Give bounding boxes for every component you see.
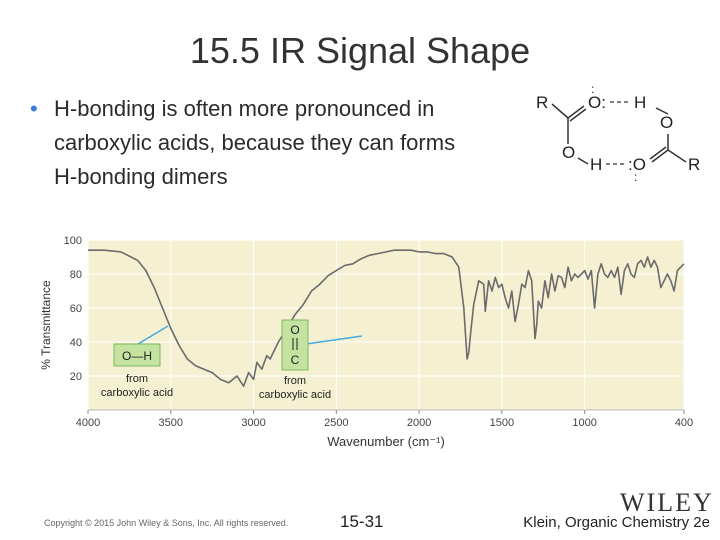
x-tick-label: 4000: [76, 417, 100, 429]
y-axis-label: % Transmittance: [39, 280, 53, 370]
dimer-atom-r1: R: [536, 93, 548, 112]
x-tick-label: 400: [675, 417, 693, 429]
ir-spectrum-chart: 20 40 60 80 100 4000 3500 3000 2500 2000 1500 1000 4…: [30, 232, 700, 462]
dimer-bond: [667, 149, 687, 163]
dimer-bond: [551, 103, 569, 119]
bullet-point: • H-bonding is often more pronounced in …: [30, 92, 530, 194]
dimer-bond: [569, 108, 587, 122]
slide-title: 15.5 IR Signal Shape: [189, 30, 531, 71]
annotation-label: C: [291, 353, 300, 367]
dimer-atom-o3: O: [562, 143, 575, 162]
x-axis-label: Wavenumber (cm⁻¹): [327, 434, 445, 449]
ir-chart-layer: 20 40 60 80 100 4000 3500 3000 2500 2000 1500 1000 4…: [39, 235, 693, 449]
slide-number: 15-31: [340, 512, 384, 531]
dimer-atom-o4: :O: [628, 155, 646, 174]
dimer-atom-h2: H: [590, 155, 602, 174]
series-line-0: [88, 249, 685, 387]
annotation-label: O: [290, 323, 299, 337]
annotation-label: carboxylic acid: [101, 387, 173, 399]
copyright-text: Copyright © 2015 John Wiley & Sons, Inc.…: [44, 518, 289, 528]
dimer-bond: [567, 105, 585, 119]
x-tick-label: 2500: [324, 417, 348, 429]
dimer-lone-pair-2: :: [634, 170, 637, 182]
bullet-line-3: H-bonding dimers: [54, 164, 228, 189]
annotation-label: carboxylic acid: [259, 389, 331, 401]
annotation-box: [113, 343, 161, 367]
y-tick-label: 20: [70, 371, 82, 383]
dimer-atom-o1: O:: [588, 93, 606, 112]
x-tick-label: 1000: [572, 417, 596, 429]
y-tick-label: 40: [70, 337, 82, 349]
dimer-lone-pair-1: :: [591, 82, 594, 96]
y-tick-label: 80: [70, 269, 82, 281]
x-tick-label: 1500: [490, 417, 514, 429]
x-tick-label: 3000: [241, 417, 265, 429]
x-tick-label: 2000: [407, 417, 431, 429]
bullet-dot-icon: •: [30, 96, 38, 121]
dimer-atom-r2: R: [688, 155, 700, 174]
dimer-bond: [577, 157, 589, 165]
bullet-line-2: carboxylic acids, because they can forms: [54, 130, 456, 155]
dimer-bond: [649, 146, 667, 160]
dimer-atom-o2: O: [660, 113, 673, 132]
annotation-leader-line: [305, 335, 363, 345]
annotation-label: O—H: [122, 349, 152, 363]
annotation-label: from: [284, 375, 306, 387]
plot-area: [87, 239, 685, 411]
y-tick-label: 100: [64, 235, 82, 247]
dimer-bond: [651, 149, 669, 163]
book-reference: Klein, Organic Chemistry 2e: [523, 514, 710, 531]
dimer-atom-h1: H: [634, 93, 646, 112]
carboxylic-acid-dimer-structure: R O: : H O O H :O : R: [536, 82, 700, 182]
annotation-leader-line: [137, 325, 169, 345]
annotation-box: [281, 319, 309, 371]
wiley-logo: WILEY: [620, 488, 714, 517]
y-tick-label: 60: [70, 303, 82, 315]
bullet-line-1: H-bonding is often more pronounced in: [54, 96, 435, 121]
annotation-label: from: [126, 373, 148, 385]
x-tick-label: 3500: [159, 417, 183, 429]
dimer-bond: [655, 107, 669, 115]
